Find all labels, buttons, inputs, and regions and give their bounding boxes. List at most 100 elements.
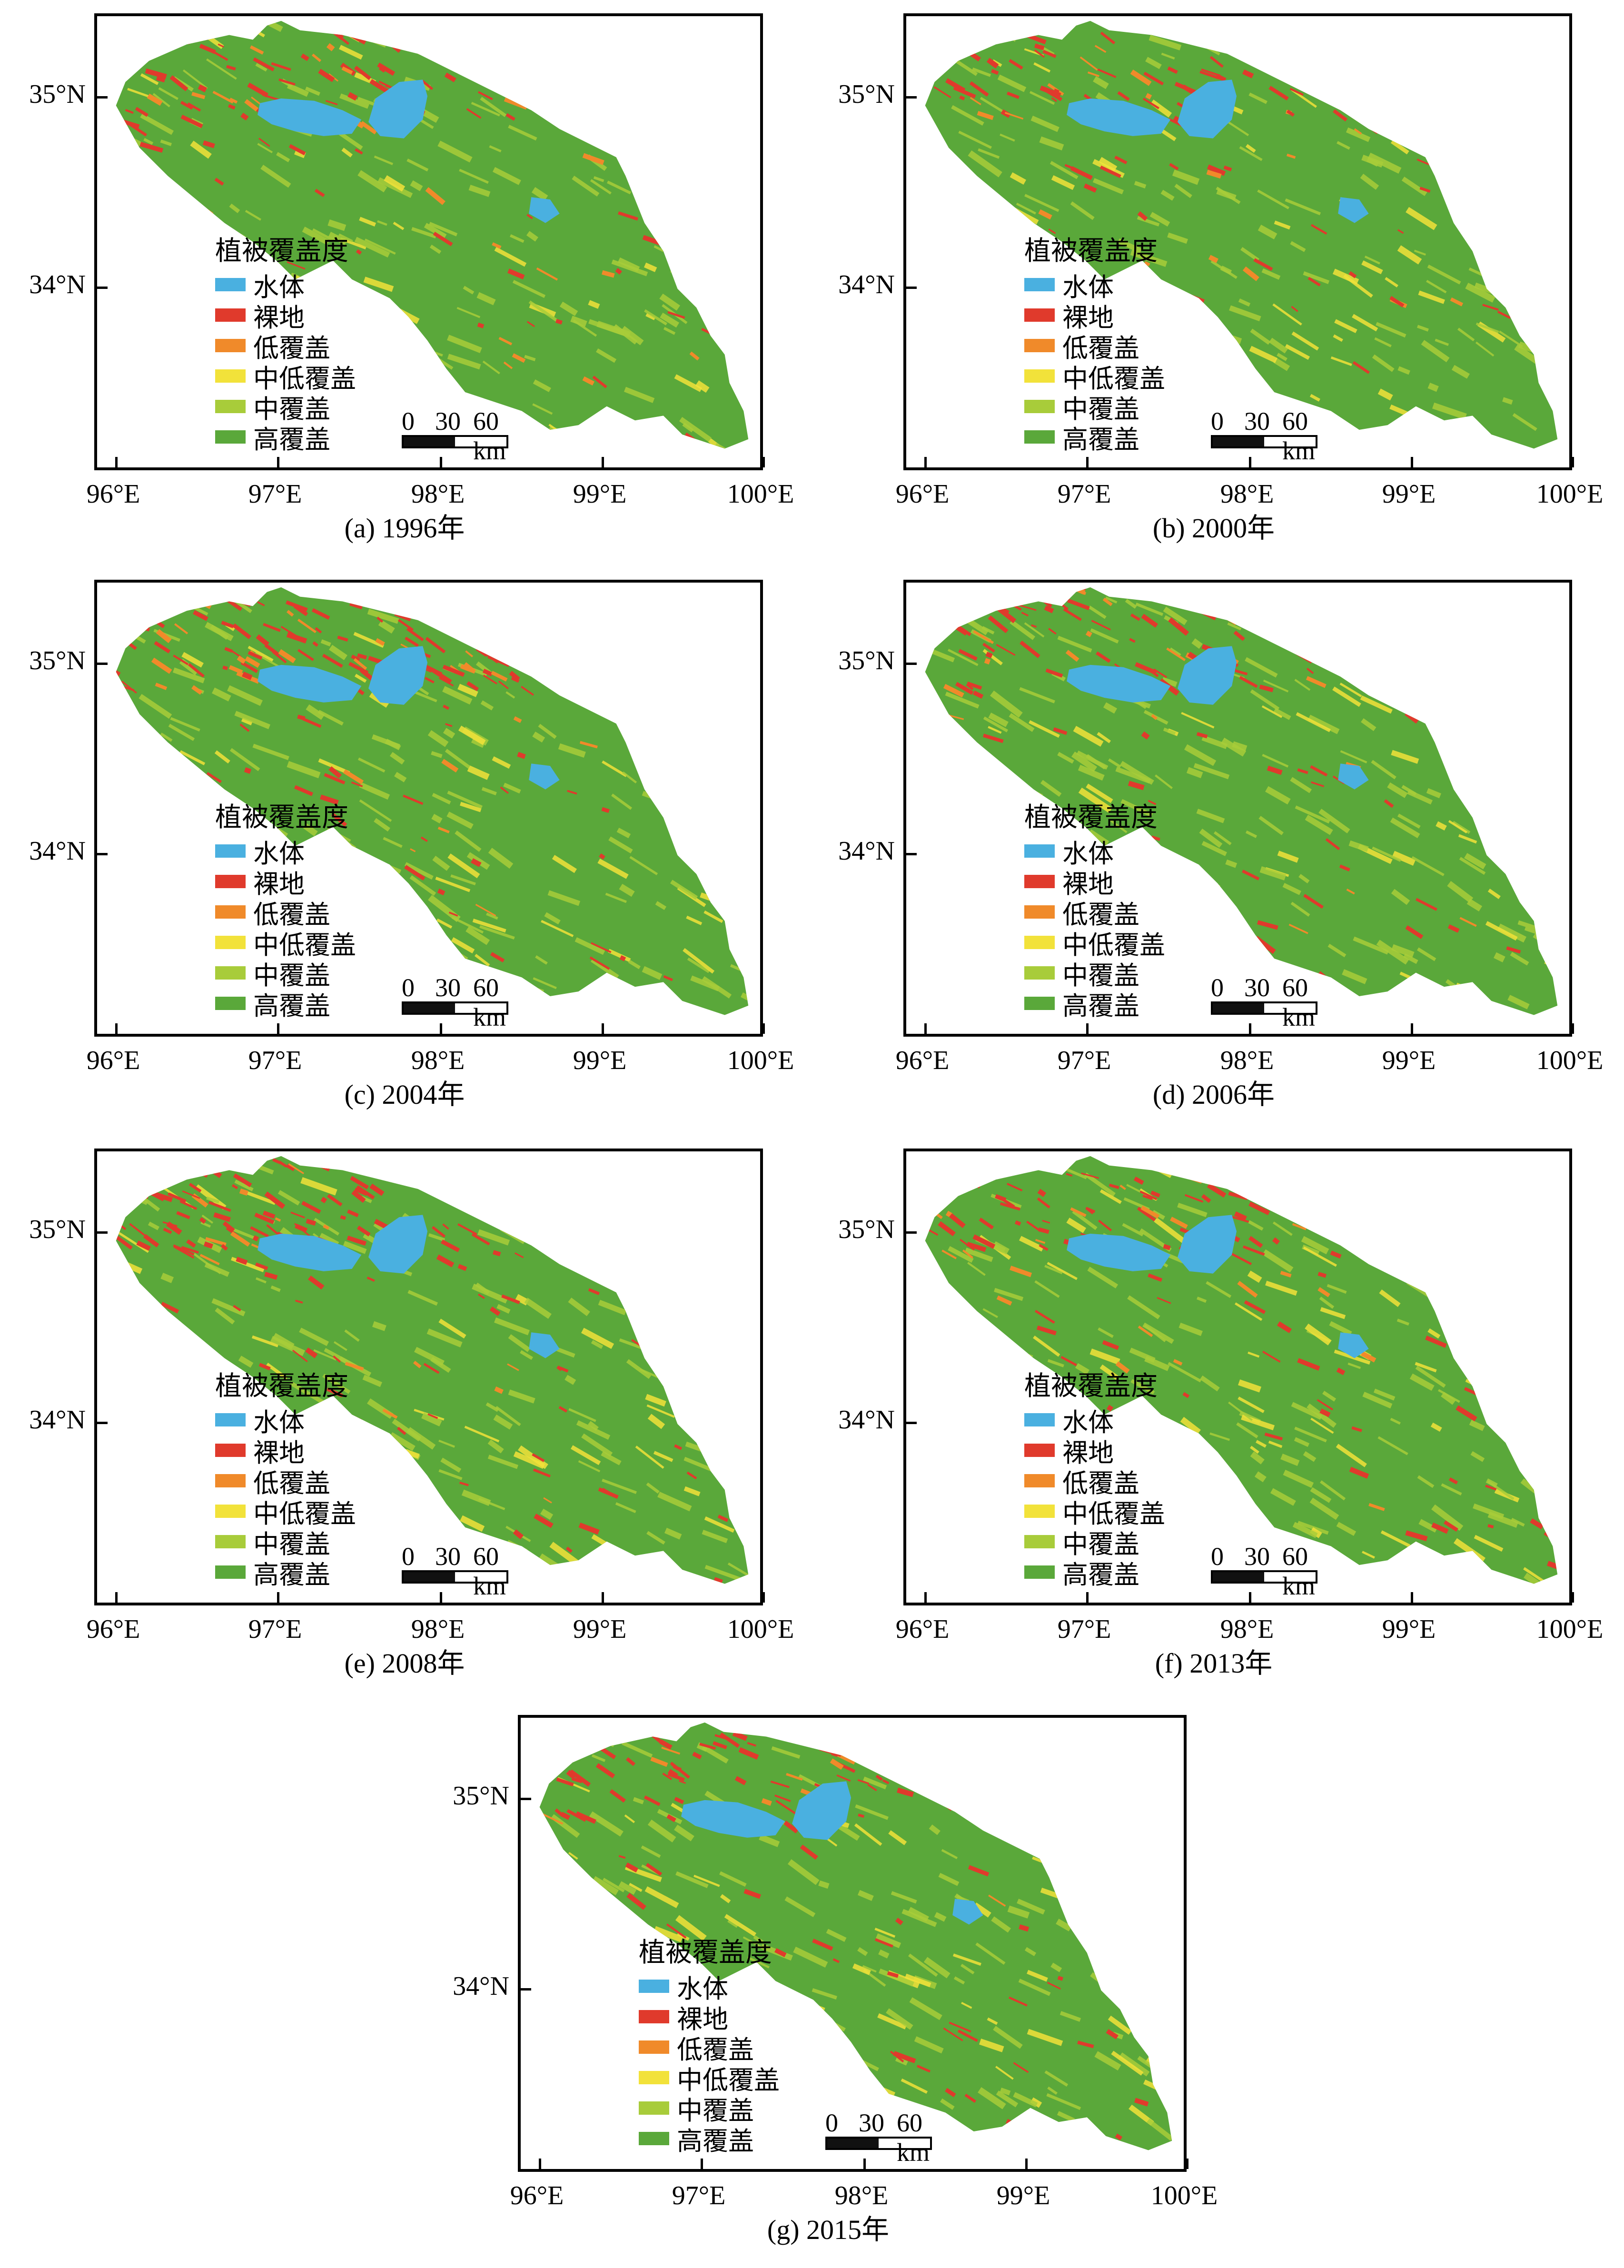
panel-caption: (d) 2006年 bbox=[1152, 1079, 1275, 1110]
axis-tick bbox=[539, 2159, 541, 2169]
legend-item: 水体 bbox=[1024, 269, 1165, 302]
legend-item: 裸地 bbox=[639, 2001, 780, 2034]
axis-tick bbox=[97, 96, 108, 99]
lake-water-body bbox=[368, 646, 428, 705]
legend-label: 高覆盖 bbox=[1062, 1559, 1139, 1590]
legend: 植被覆盖度 水体 裸地 低覆盖 中低覆盖 中覆盖 高覆盖 bbox=[1024, 1370, 1165, 1590]
longitude-label: 99°E bbox=[573, 479, 627, 509]
latitude-label: 34°N bbox=[453, 1971, 509, 2001]
study-region bbox=[116, 587, 749, 1015]
scale-bar-label: 60 km bbox=[473, 973, 506, 1031]
axis-tick bbox=[1411, 457, 1413, 467]
lake-water-body bbox=[257, 1233, 362, 1271]
legend-item: 高覆盖 bbox=[215, 1557, 356, 1590]
longitude-label: 98°E bbox=[411, 1614, 465, 1644]
longitude-label: 100°E bbox=[1536, 479, 1604, 509]
legend: 植被覆盖度 水体 裸地 低覆盖 中低覆盖 中覆盖 高覆盖 bbox=[1024, 235, 1165, 455]
legend-swatch bbox=[1024, 1565, 1055, 1579]
longitude-label: 96°E bbox=[86, 1614, 140, 1644]
axis-tick bbox=[115, 457, 118, 467]
longitude-label: 99°E bbox=[996, 2181, 1050, 2210]
legend-label: 中覆盖 bbox=[253, 394, 330, 424]
legend-item: 水体 bbox=[639, 1971, 780, 2004]
map-panel: 35°N 34°N 96°E 97°E 98°E 99°E 100°E 植被覆盖度 水体 裸地 低覆… bbox=[0, 566, 809, 1133]
legend-label: 高覆盖 bbox=[677, 2126, 754, 2156]
lake-water-body bbox=[368, 79, 428, 139]
longitude-label: 98°E bbox=[834, 2181, 889, 2210]
legend: 植被覆盖度 水体 裸地 低覆盖 中低覆盖 中覆盖 高覆盖 bbox=[1024, 802, 1165, 1021]
legend-item: 水体 bbox=[215, 836, 356, 869]
panel-caption: (c) 2004年 bbox=[344, 1079, 465, 1110]
longitude-label: 97°E bbox=[1057, 479, 1111, 509]
legend-label: 中覆盖 bbox=[1062, 1529, 1139, 1559]
legend-swatch bbox=[1024, 844, 1055, 858]
axis-tick bbox=[1572, 1023, 1574, 1034]
legend-label: 高覆盖 bbox=[1062, 424, 1139, 455]
lake-water-body bbox=[952, 1899, 983, 1925]
panel-caption: (b) 2000年 bbox=[1152, 513, 1275, 544]
legend-item: 中低覆盖 bbox=[1024, 361, 1165, 394]
legend-item: 低覆盖 bbox=[1024, 1466, 1165, 1498]
longitude-label: 97°E bbox=[1057, 1614, 1111, 1644]
longitude-label: 98°E bbox=[1220, 1614, 1274, 1644]
axis-tick bbox=[906, 1231, 917, 1234]
legend-label: 中低覆盖 bbox=[253, 930, 356, 960]
legend-item: 中低覆盖 bbox=[1024, 927, 1165, 960]
axis-tick bbox=[762, 1023, 765, 1034]
legend-swatch bbox=[215, 308, 246, 322]
lake-water-body bbox=[1067, 1233, 1171, 1271]
scale-bar-label: 0 bbox=[825, 2109, 838, 2137]
lake-water-body bbox=[1338, 197, 1369, 223]
map-frame: 植被覆盖度 水体 裸地 低覆盖 中低覆盖 中覆盖 高覆盖 0 30 60 km bbox=[94, 580, 765, 1037]
longitude-label: 99°E bbox=[573, 1614, 627, 1644]
panel-caption: (a) 1996年 bbox=[344, 513, 465, 544]
axis-tick bbox=[906, 287, 917, 289]
legend-item: 中低覆盖 bbox=[1024, 1496, 1165, 1529]
map-panel: 35°N 34°N 96°E 97°E 98°E 99°E 100°E 植被覆盖度 水体 裸地 低覆… bbox=[809, 0, 1618, 566]
legend-title: 植被覆盖度 bbox=[1024, 236, 1158, 267]
axis-tick bbox=[97, 1231, 108, 1234]
axis-tick bbox=[1249, 1023, 1251, 1034]
longitude-label: 97°E bbox=[248, 479, 302, 509]
longitude-label: 96°E bbox=[86, 479, 140, 509]
legend-swatch bbox=[215, 1535, 246, 1548]
legend-title: 植被覆盖度 bbox=[215, 1371, 348, 1402]
latitude-label: 34°N bbox=[29, 270, 86, 299]
scale-bar-label: 30 bbox=[1244, 1542, 1270, 1571]
longitude-label: 98°E bbox=[1220, 1046, 1274, 1075]
legend-item: 裸地 bbox=[1024, 300, 1165, 333]
legend-label: 中覆盖 bbox=[1062, 960, 1139, 990]
longitude-label: 97°E bbox=[1057, 1046, 1111, 1075]
axis-tick bbox=[115, 1592, 118, 1603]
legend-item: 裸地 bbox=[215, 866, 356, 899]
legend: 植被覆盖度 水体 裸地 低覆盖 中低覆盖 中覆盖 高覆盖 bbox=[215, 1370, 356, 1590]
lake-water-body bbox=[1067, 664, 1171, 703]
legend-label: 水体 bbox=[1062, 272, 1114, 302]
coverage-map bbox=[925, 1156, 1558, 1584]
scale-bar-label: 30 bbox=[435, 407, 461, 436]
legend-item: 水体 bbox=[215, 1405, 356, 1437]
scale-bar-label: 0 bbox=[402, 973, 415, 1002]
longitude-label: 97°E bbox=[248, 1046, 302, 1075]
legend-label: 裸地 bbox=[1062, 869, 1114, 899]
longitude-label: 97°E bbox=[672, 2181, 726, 2210]
longitude-label: 100°E bbox=[727, 1614, 794, 1644]
legend-swatch bbox=[639, 2071, 669, 2084]
longitude-label: 98°E bbox=[1220, 479, 1274, 509]
legend-item: 高覆盖 bbox=[215, 988, 356, 1021]
axis-tick bbox=[1086, 1023, 1089, 1034]
legend-swatch bbox=[215, 936, 246, 949]
axis-tick bbox=[762, 1592, 765, 1603]
latitude-label: 35°N bbox=[838, 79, 895, 109]
legend-label: 低覆盖 bbox=[253, 899, 330, 930]
longitude-label: 98°E bbox=[411, 1046, 465, 1075]
axis-tick bbox=[1572, 1592, 1574, 1603]
scale-bar: 0 30 60 km bbox=[1211, 406, 1325, 465]
lake-water-body bbox=[257, 664, 362, 703]
legend-label: 中低覆盖 bbox=[1062, 363, 1165, 394]
legend-label: 高覆盖 bbox=[253, 424, 330, 455]
lake-water-body bbox=[1338, 763, 1369, 790]
legend-swatch bbox=[639, 2010, 669, 2023]
axis-tick bbox=[701, 2159, 703, 2169]
axis-tick bbox=[277, 1592, 279, 1603]
